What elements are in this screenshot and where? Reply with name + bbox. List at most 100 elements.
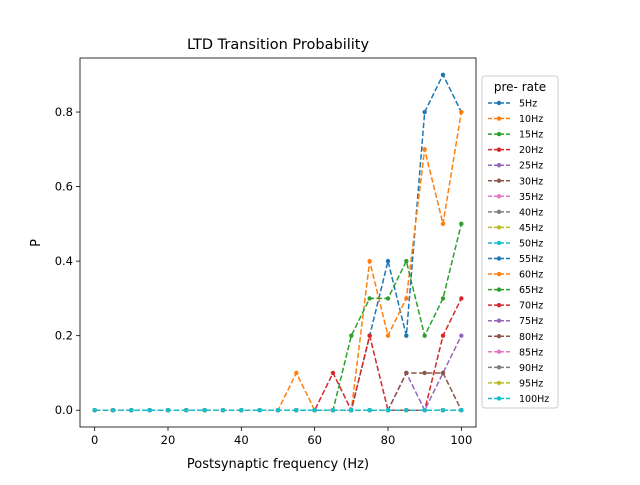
data-point [422,109,427,115]
legend-item: 65Hz [488,285,543,296]
data-point [459,109,464,115]
data-point [202,408,207,413]
data-point [312,408,317,413]
legend-swatch-marker [496,365,502,370]
plot-area: 0 20 40 60 80 100 0.0 0.2 0.4 0.6 0.8 [55,57,477,447]
data-point [275,408,281,413]
data-point [294,408,299,413]
data-point [330,408,336,413]
x-tick-label: 80 [381,433,396,447]
data-point [349,408,354,413]
data-point [294,370,299,376]
x-axis-label: Postsynaptic frequency (Hz) [187,457,369,472]
legend-label: 30Hz [519,176,543,187]
data-point [440,221,446,227]
data-point [440,370,446,376]
data-point [367,333,372,338]
legend-item: 5Hz [488,99,537,110]
legend-swatch-marker [496,100,502,106]
legend-item: 55Hz [488,254,543,265]
x-tick-label: 100 [450,433,472,447]
data-point [367,258,372,264]
legend-label: 20Hz [519,145,543,156]
legend-swatch-marker [496,380,502,386]
x-tick-label: 60 [307,433,322,447]
legend-item: 45Hz [488,223,543,234]
data-point [385,258,391,264]
legend-label: 100Hz [519,394,549,405]
legend-swatch-marker [496,163,502,168]
legend-swatch-marker [496,302,502,308]
legend-title: pre- rate [494,80,546,94]
data-point [459,296,464,301]
legend-item: 90Hz [488,363,543,374]
legend-item: 95Hz [488,378,543,389]
legend: pre- rate 5Hz 10Hz 15Hz 20Hz 25Hz 30Hz 35Hz 40H… [481,75,559,409]
y-tick-label: 0.6 [55,180,73,194]
legend-item: 10Hz [488,114,543,125]
legend-item: 80Hz [488,332,543,343]
legend-item: 30Hz [488,176,543,187]
legend-swatch-marker [496,209,502,215]
series-100hz [92,408,464,413]
legend-swatch-marker [496,225,502,230]
legend-item: 35Hz [488,192,543,203]
legend-item: 85Hz [488,347,543,358]
legend-label: 80Hz [519,332,543,343]
data-point [422,370,427,376]
legend-swatch-marker [496,334,502,339]
data-point [129,408,134,413]
data-point [404,333,409,338]
data-point [330,370,336,376]
x-tick-label: 0 [91,433,98,447]
legend-item: 20Hz [488,145,543,156]
data-point [367,296,372,301]
data-point [165,408,171,413]
legend-item: 50Hz [488,238,543,249]
legend-item: 100Hz [488,394,549,405]
legend-label: 60Hz [519,270,543,281]
legend-item: 75Hz [488,316,543,327]
data-point [385,296,391,301]
legend-swatch-marker [496,318,502,323]
data-point [239,408,244,413]
data-point [385,408,391,413]
y-tick-label: 0.0 [55,403,73,417]
data-point [220,408,226,413]
data-point [422,408,427,413]
data-point [404,258,409,264]
y-tick-label: 0.4 [55,254,73,268]
data-point [440,408,446,413]
legend-label: 5Hz [519,99,537,110]
legend-swatch-marker [496,240,502,246]
x-tick-label: 40 [234,433,249,447]
legend-swatch-marker [496,349,502,354]
legend-swatch-marker [496,178,502,183]
legend-item: 25Hz [488,161,543,172]
data-point [349,333,354,338]
data-point [257,408,262,413]
data-point [404,296,409,301]
legend-label: 10Hz [519,114,543,125]
legend-item: 40Hz [488,207,543,218]
legend-label: 70Hz [519,301,543,312]
data-point [459,221,464,227]
legend-swatch-marker [496,256,502,261]
series-group [92,72,464,413]
data-point [147,408,152,413]
data-point [422,333,427,338]
legend-swatch-marker [496,396,502,401]
legend-swatch-marker [496,271,502,277]
data-point [459,333,464,338]
data-point [110,408,116,413]
legend-swatch-marker [496,147,502,152]
legend-label: 15Hz [519,130,543,141]
legend-label: 95Hz [519,378,543,389]
legend-box [481,75,559,409]
legend-label: 65Hz [519,285,543,296]
data-point [184,408,189,413]
data-point [385,333,391,338]
chart-title: LTD Transition Probability [187,37,370,53]
data-point [459,408,464,413]
